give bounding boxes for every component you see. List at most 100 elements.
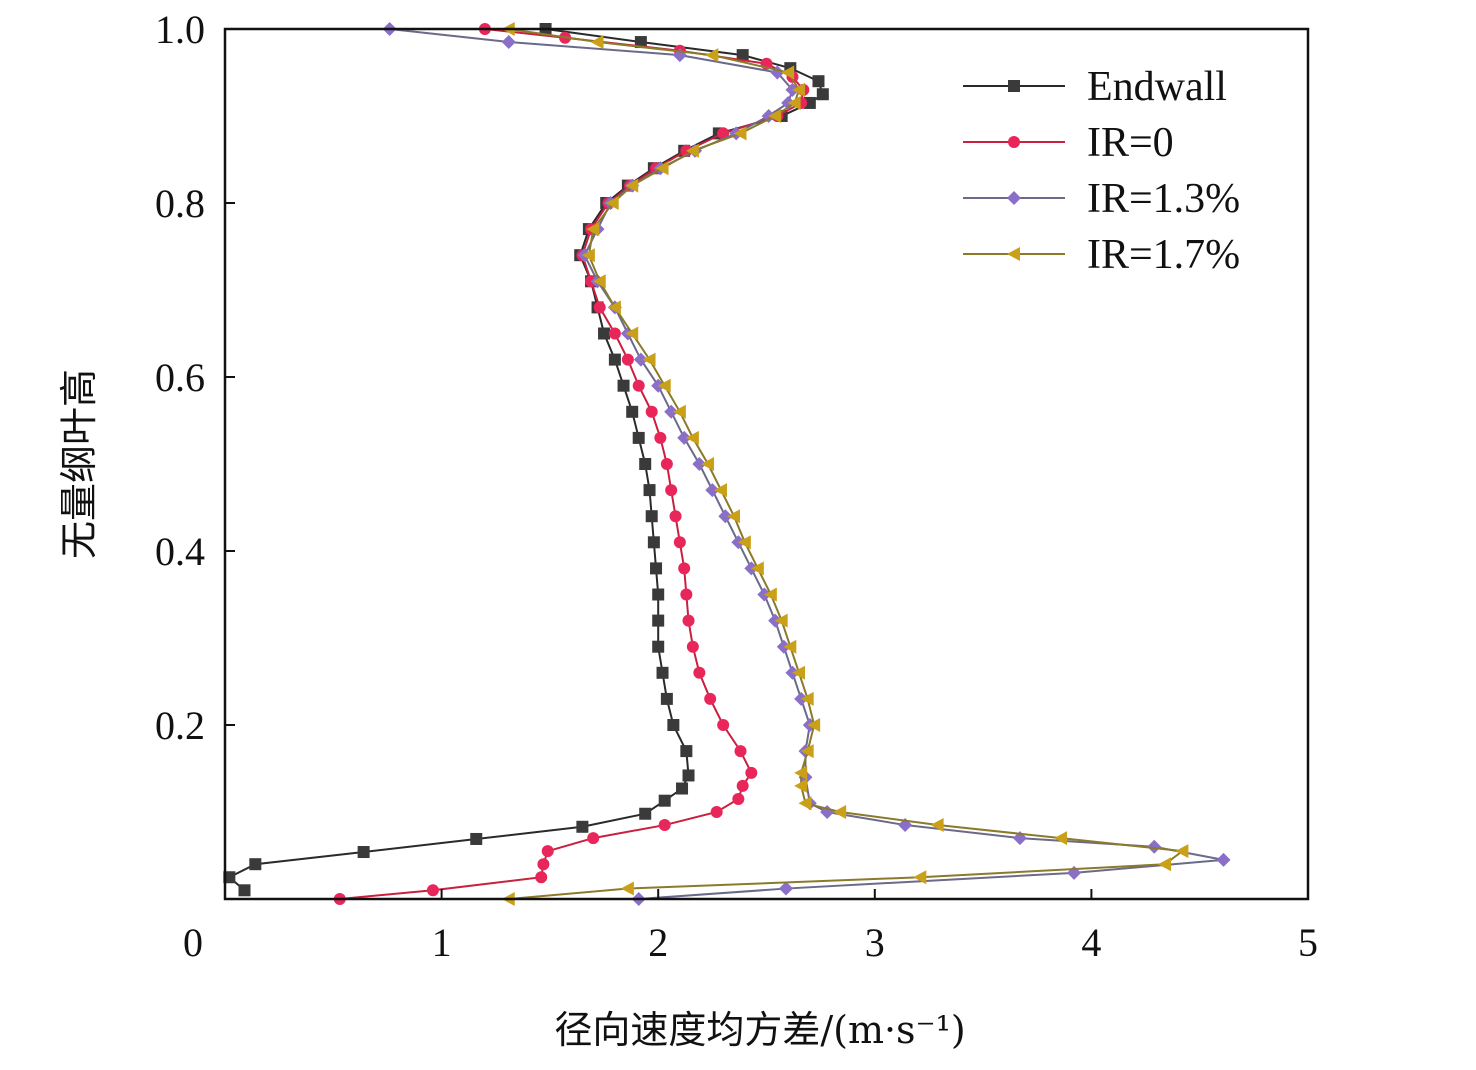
data-point (676, 782, 689, 795)
data-point (357, 846, 370, 859)
data-point (1175, 844, 1189, 859)
data-point (652, 640, 665, 653)
data-point (672, 404, 686, 419)
data-point (639, 458, 652, 470)
data-point (652, 614, 665, 627)
data-point (593, 301, 606, 314)
data-point (626, 405, 639, 418)
y-axis-title: 无量纲叶高 (57, 369, 101, 559)
data-point (800, 691, 814, 706)
data-point (812, 75, 825, 88)
data-point (791, 82, 805, 97)
data-point (734, 745, 747, 758)
data-point (660, 692, 673, 705)
data-point (664, 404, 679, 419)
data-point (705, 48, 719, 63)
data-point (704, 692, 717, 705)
data-point (930, 818, 944, 833)
data-point (645, 405, 658, 418)
data-point (794, 778, 808, 793)
data-point (586, 222, 600, 237)
data-point (598, 327, 611, 340)
data-point (656, 666, 669, 679)
data-point (774, 613, 788, 628)
data-point (642, 352, 656, 367)
legend-marker (1008, 136, 1020, 148)
data-point (803, 96, 816, 109)
data-point (535, 871, 548, 884)
data-point (249, 858, 262, 871)
data-point (682, 769, 695, 782)
data-point (590, 35, 604, 50)
data-point (643, 484, 656, 497)
x-tick-label: 4 (1081, 920, 1101, 965)
x-tick-label: 0 (183, 920, 203, 965)
data-point (470, 832, 483, 845)
legend-label: IR=1.7% (1087, 232, 1240, 278)
data-point (768, 109, 782, 123)
data-point (632, 431, 645, 444)
data-point (669, 510, 682, 523)
data-point (732, 792, 745, 805)
data-point (763, 587, 777, 602)
data-point (781, 65, 795, 80)
data-point (625, 326, 639, 341)
legend-item: IR=1.7% (963, 232, 1240, 278)
data-point (750, 561, 764, 576)
legend-item: IR=1.3% (963, 176, 1240, 222)
data-point (833, 805, 847, 819)
data-point (745, 766, 758, 779)
x-tick-label: 3 (865, 920, 885, 965)
data-point (787, 95, 801, 110)
data-point (1216, 852, 1231, 867)
data-point (798, 796, 812, 811)
data-point (783, 639, 797, 654)
x-tick-label: 5 (1298, 920, 1318, 965)
data-point (658, 819, 671, 832)
data-point (620, 881, 634, 896)
y-tick-label: 0.8 (155, 181, 205, 226)
data-point (686, 640, 699, 653)
data-point (658, 794, 671, 807)
data-point (625, 178, 639, 193)
data-point (238, 884, 251, 897)
data-point (541, 845, 554, 858)
data-point (647, 536, 660, 549)
data-point (794, 765, 808, 780)
data-point (608, 327, 621, 340)
y-tick-label: 0.6 (155, 355, 205, 400)
series-3 (501, 22, 1189, 906)
data-point (677, 430, 692, 445)
data-point (736, 49, 749, 62)
data-point (693, 666, 706, 679)
data-point (639, 807, 652, 820)
data-point (605, 196, 619, 210)
x-tick-label: 2 (648, 920, 668, 965)
data-point (736, 779, 749, 792)
legend-label: IR=0 (1087, 120, 1174, 166)
data-point (660, 458, 673, 470)
x-tick-label: 1 (432, 920, 452, 965)
data-point (685, 430, 699, 445)
data-point (621, 353, 634, 366)
data-point (1054, 831, 1068, 846)
data-point (682, 614, 695, 627)
data-point (657, 378, 671, 393)
data-point (705, 483, 720, 498)
series-line (339, 28, 805, 900)
data-point (778, 881, 793, 896)
plot-frame (223, 27, 1310, 901)
data-point (665, 484, 678, 497)
data-point (807, 718, 821, 732)
series-line (227, 28, 825, 892)
data-point (718, 509, 733, 524)
axis-ticks: 0 1 2 3 4 5 0.2 0.4 0.6 0.8 1.0 (155, 7, 1318, 965)
data-point (680, 588, 693, 601)
data-point (680, 745, 693, 758)
data-point (710, 806, 723, 818)
data-point (650, 562, 663, 575)
data-point (816, 88, 829, 101)
data-point (1158, 857, 1172, 872)
data-point (727, 509, 741, 524)
